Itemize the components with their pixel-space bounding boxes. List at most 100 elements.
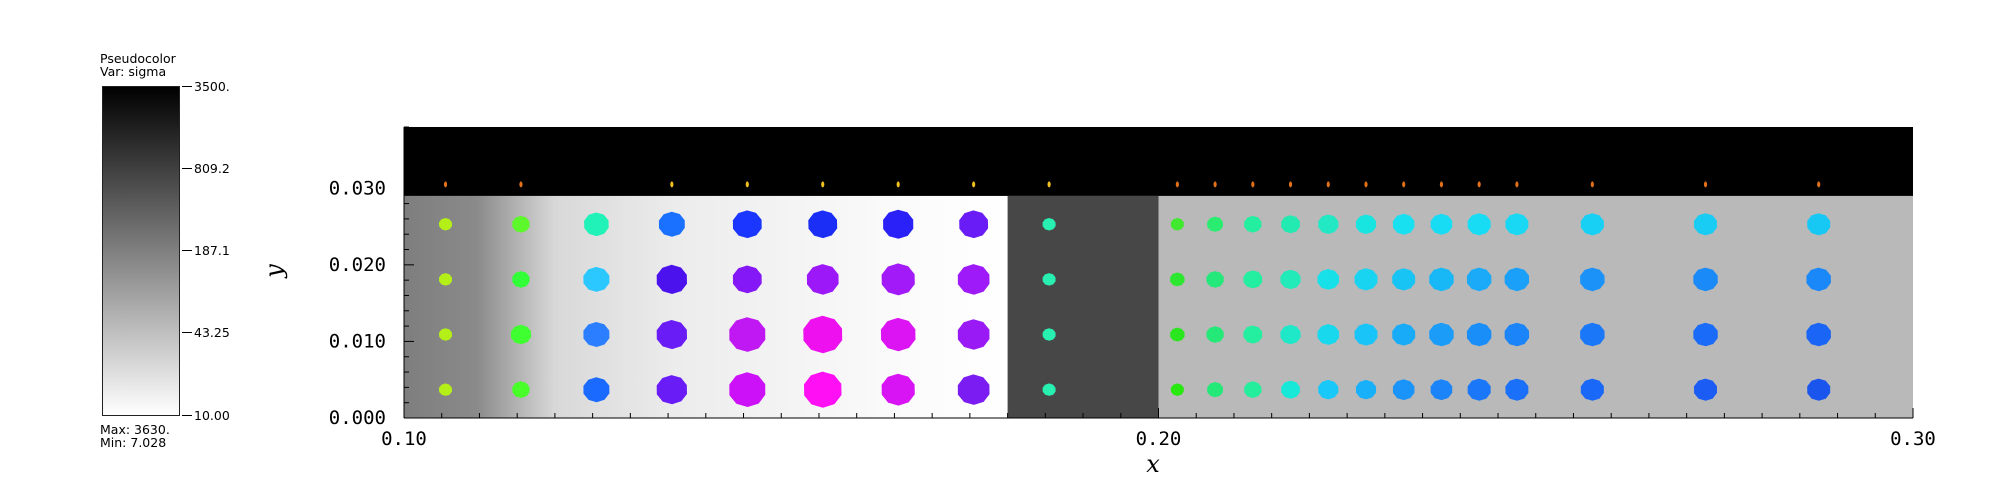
y-tick-label: 0.010 bbox=[329, 330, 386, 352]
data-point bbox=[1580, 267, 1605, 292]
legend-tick bbox=[182, 168, 192, 169]
legend-tick-label: 809.2 bbox=[194, 161, 230, 176]
data-point bbox=[959, 210, 989, 239]
top-band-marker bbox=[972, 181, 976, 188]
data-point bbox=[1042, 383, 1056, 396]
legend-tick-label: 10.00 bbox=[194, 408, 230, 423]
data-point bbox=[1170, 327, 1185, 342]
data-point bbox=[1429, 322, 1454, 347]
data-point bbox=[510, 324, 531, 345]
data-point bbox=[1429, 267, 1454, 292]
data-point bbox=[1806, 322, 1831, 347]
data-markers bbox=[439, 209, 1831, 408]
data-point bbox=[439, 383, 452, 396]
data-point bbox=[439, 218, 452, 231]
data-point bbox=[584, 212, 609, 237]
data-point bbox=[1280, 269, 1301, 290]
data-point bbox=[729, 372, 766, 407]
data-point bbox=[1430, 379, 1453, 401]
top-band-marker bbox=[1817, 181, 1821, 188]
data-point bbox=[957, 319, 990, 350]
data-point bbox=[1467, 213, 1491, 236]
data-point bbox=[1504, 267, 1530, 292]
data-point bbox=[1354, 268, 1378, 291]
data-point bbox=[1243, 270, 1263, 289]
top-band-marker bbox=[1439, 181, 1444, 188]
top-band-marker bbox=[1590, 181, 1594, 188]
data-point bbox=[1392, 268, 1416, 291]
legend-min: Min: 7.028 bbox=[100, 435, 167, 450]
data-point bbox=[1392, 323, 1416, 346]
colorbar-legend: Pseudocolor Var: sigma 3500. 809.2 187.1… bbox=[100, 51, 250, 449]
legend-title: Pseudocolor bbox=[100, 51, 176, 66]
top-band-marker bbox=[670, 181, 674, 188]
top-band-marker bbox=[1515, 181, 1519, 188]
top-band-marker bbox=[1402, 181, 1406, 188]
legend-tick-label: 3500. bbox=[194, 79, 230, 94]
data-point bbox=[1243, 325, 1263, 344]
top-band-marker bbox=[896, 181, 900, 188]
data-point bbox=[808, 210, 838, 239]
data-point bbox=[1042, 218, 1056, 231]
top-band-marker bbox=[1251, 181, 1255, 188]
top-band-marker bbox=[1047, 181, 1051, 188]
top-band-marker bbox=[745, 181, 749, 188]
data-point bbox=[1580, 322, 1605, 347]
y-tick-label: 0.020 bbox=[329, 254, 386, 276]
background-region bbox=[1158, 195, 1913, 418]
data-point bbox=[732, 210, 762, 239]
data-point bbox=[1693, 322, 1718, 347]
top-band-marker bbox=[519, 181, 523, 188]
data-point bbox=[1042, 273, 1056, 286]
background-region bbox=[404, 195, 1008, 418]
colorbar-gradient bbox=[102, 86, 180, 416]
y-tick-label: 0.030 bbox=[329, 177, 386, 199]
data-point bbox=[512, 271, 530, 288]
data-point bbox=[1392, 379, 1415, 401]
data-point bbox=[656, 264, 687, 294]
data-point bbox=[1318, 214, 1339, 234]
data-point bbox=[1806, 267, 1831, 292]
top-band-marker bbox=[821, 181, 825, 188]
data-point bbox=[439, 273, 452, 286]
legend-tick bbox=[182, 250, 192, 251]
data-point bbox=[583, 377, 610, 403]
axes: 0.10 0.20 0.30 0.000 0.010 0.020 0.030 bbox=[329, 126, 1936, 450]
top-band-marker bbox=[1477, 181, 1481, 188]
data-point bbox=[1354, 323, 1378, 346]
data-point bbox=[1170, 272, 1185, 287]
plot-background bbox=[404, 127, 1913, 418]
data-point bbox=[732, 265, 762, 294]
x-tick-label: 0.30 bbox=[1890, 428, 1936, 450]
data-point bbox=[1170, 383, 1184, 396]
data-point bbox=[880, 317, 916, 352]
data-point bbox=[1207, 216, 1223, 232]
data-point bbox=[729, 317, 766, 352]
legend-tick-label: 187.1 bbox=[194, 243, 230, 258]
top-band-marker bbox=[1326, 181, 1330, 188]
data-point bbox=[1042, 328, 1056, 341]
y-axis-title: y bbox=[260, 264, 288, 279]
data-point bbox=[1504, 322, 1530, 347]
data-point bbox=[1430, 213, 1453, 235]
background-region bbox=[1007, 195, 1159, 418]
data-point bbox=[1244, 381, 1262, 398]
data-point bbox=[1466, 322, 1492, 347]
data-point bbox=[1693, 267, 1718, 292]
data-point bbox=[1355, 379, 1377, 400]
data-point bbox=[804, 371, 842, 408]
top-band-markers bbox=[443, 181, 1821, 188]
top-band-marker bbox=[1703, 181, 1708, 188]
data-point bbox=[1392, 213, 1415, 235]
data-point bbox=[1281, 380, 1300, 399]
data-point bbox=[957, 374, 990, 405]
top-band-marker bbox=[1175, 181, 1179, 188]
data-point bbox=[1170, 218, 1184, 231]
legend-tick bbox=[182, 86, 192, 87]
background-region bbox=[404, 127, 1913, 196]
data-point bbox=[1467, 378, 1491, 401]
data-point bbox=[1355, 214, 1377, 234]
data-point bbox=[512, 215, 530, 233]
legend-max: Max: 3630. bbox=[100, 422, 170, 437]
